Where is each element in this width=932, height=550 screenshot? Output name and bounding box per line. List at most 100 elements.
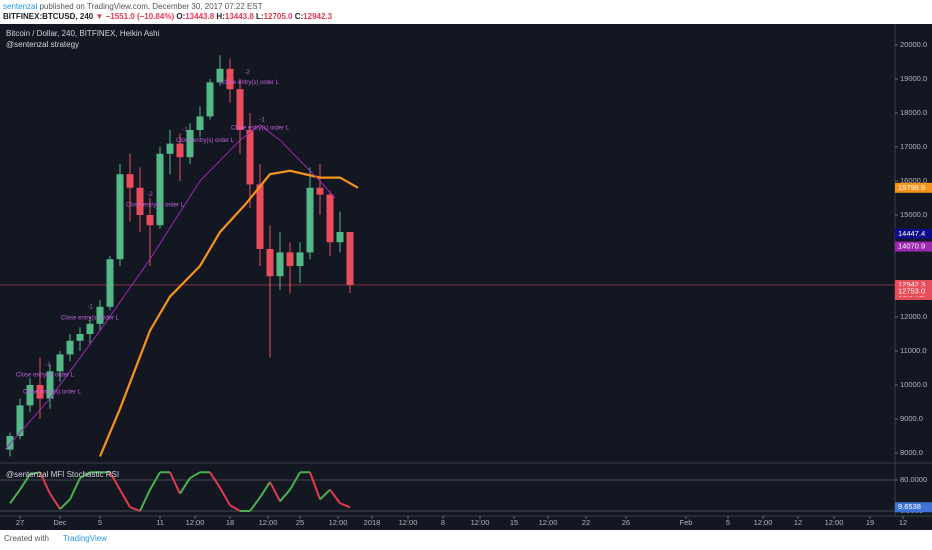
oscillator-segment <box>269 481 281 502</box>
x-tick-label: 12:00 <box>471 518 490 527</box>
x-tick-label: 27 <box>16 518 24 527</box>
x-tick-label: Feb <box>680 518 693 527</box>
oscillator-segment <box>339 502 351 509</box>
price-badge-label: 12753.0 <box>898 286 925 295</box>
candle-body <box>206 82 214 117</box>
candle-body <box>106 259 114 307</box>
oscillator-segment <box>19 473 31 491</box>
y-tick-label: 20000.0 <box>900 40 927 49</box>
x-tick-label: 18 <box>226 518 234 527</box>
footer: Created with TradingView <box>4 534 107 543</box>
oscillator-segment <box>329 489 341 504</box>
x-tick-label: 25 <box>296 518 304 527</box>
oscillator-segment <box>169 471 181 494</box>
y-tick-label: 8000.0 <box>900 448 923 457</box>
y-tick-label: 15000.0 <box>900 210 927 219</box>
annotation: Close entry(s) order L <box>61 316 120 322</box>
oscillator-segment <box>69 477 81 500</box>
oscillator-segment <box>289 471 301 491</box>
y-tick-label: 80.0000 <box>900 475 927 484</box>
annotation: -1 <box>87 304 93 310</box>
candle-body <box>246 129 254 185</box>
oscillator-segment <box>109 471 121 491</box>
y-tick-label: 12000.0 <box>900 312 927 321</box>
candle-body <box>116 174 124 260</box>
x-tick-label: 12:00 <box>754 518 773 527</box>
candle-body <box>276 252 284 277</box>
y-tick-label: 16000.0 <box>900 176 927 185</box>
y-tick-label: 11000.0 <box>900 346 927 355</box>
x-tick-label: 26 <box>622 518 630 527</box>
value-badge-label: 9.6538 <box>898 502 921 511</box>
chart-subtitle: @sentenzal strategy <box>6 40 79 49</box>
annotation: Close entry(s) order L <box>176 138 235 144</box>
x-tick-label: 12:00 <box>329 518 348 527</box>
candle-body <box>316 187 324 195</box>
candle-body <box>336 231 344 243</box>
candle-body <box>26 384 34 406</box>
y-tick-label: 19000.0 <box>900 74 927 83</box>
price-badge-label: 12942.3 <box>898 280 925 289</box>
y-tick-label: 10000.0 <box>900 380 927 389</box>
y-tick-label: 17000.0 <box>900 142 927 151</box>
moving-average <box>98 169 359 457</box>
annotation: -1 <box>259 117 265 123</box>
candle-body <box>166 143 174 154</box>
ohlc-key: L: <box>256 12 264 21</box>
annotation: -1 <box>182 128 188 134</box>
oscillator-segment <box>129 506 141 512</box>
x-tick-label: 19 <box>866 518 874 527</box>
author[interactable]: sentenzal <box>3 2 38 11</box>
published: published on TradingView.com, December 3… <box>39 2 263 11</box>
annotation: Close entry(s) order L <box>221 80 280 86</box>
x-tick-label: Dec <box>53 518 67 527</box>
header-line: sentenzal published on TradingView.com, … <box>3 2 263 11</box>
candle-body <box>46 371 54 399</box>
price-badge <box>895 241 932 252</box>
candle-body <box>236 89 244 130</box>
candle-body <box>96 306 104 324</box>
x-tick-label: 5 <box>726 518 730 527</box>
ohlc-key: C: <box>294 12 304 21</box>
oscillator-segment <box>209 471 221 489</box>
ohlc-value: 13443.8 <box>185 12 215 21</box>
chart-title: Bitcoin / Dollar, 240, BITFINEX, Heikin … <box>6 29 160 38</box>
oscillator-segment <box>179 477 191 495</box>
candle-body <box>326 194 334 243</box>
x-tick-label: 12:00 <box>825 518 844 527</box>
ohlc-key: O: <box>176 12 186 21</box>
axes: 8000.09000.010000.011000.012000.013000.0… <box>16 40 932 527</box>
x-tick-label: 22 <box>582 518 590 527</box>
candle-body <box>226 68 234 90</box>
candle-body <box>156 153 164 226</box>
brand[interactable]: TradingView <box>62 534 107 543</box>
oscillator-segment <box>79 471 91 479</box>
price-badge <box>895 279 932 290</box>
x-tick-label: 12 <box>794 518 802 527</box>
price-badge <box>895 182 932 193</box>
candle-body <box>76 333 84 341</box>
annotation: -1 <box>45 362 51 368</box>
price-pane: Close entry(s) order L Close entry(s) ord… <box>0 55 895 457</box>
annotation: Close entry(s) order L <box>23 389 82 395</box>
oscillator-segment <box>119 489 131 508</box>
price-badge <box>895 286 932 297</box>
oscillator-segment <box>49 493 61 510</box>
y-tick-label: 18000.0 <box>900 108 927 117</box>
price-badge-label: 14070.9 <box>898 242 925 251</box>
candle-body <box>176 143 184 158</box>
ohlc-value: 12942.3 <box>303 12 333 21</box>
x-tick-label: 12:00 <box>186 518 205 527</box>
oscillator-segment <box>9 489 21 504</box>
ohlc-value: 12705.0 <box>263 12 293 21</box>
ohlc-value: 13443.8 <box>224 12 254 21</box>
candle-body <box>86 323 94 334</box>
oscillator-segment <box>229 504 241 512</box>
candle-body <box>136 187 144 215</box>
candle-body <box>146 214 154 226</box>
x-tick-label: 15 <box>510 518 518 527</box>
y-tick-label: 9000.0 <box>900 414 923 423</box>
x-tick-label: 12:00 <box>539 518 558 527</box>
candle-body <box>186 129 194 158</box>
